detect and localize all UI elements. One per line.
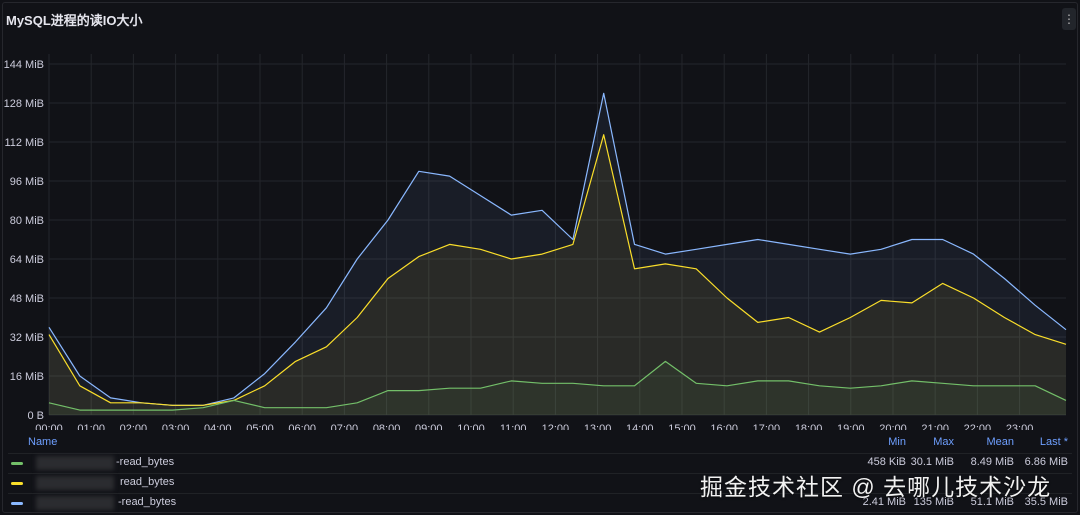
x-tick-label: 23:00 [1006,423,1034,430]
legend-header-last[interactable]: Last * [1039,436,1068,448]
y-tick-label: 16 MiB [10,371,44,383]
x-tick-label: 13:00 [584,423,612,430]
x-tick-label: 16:00 [710,423,738,430]
series-line [48,360,1067,411]
legend-min: 458 KiB [867,456,906,468]
x-tick-label: 22:00 [964,423,992,430]
x-tick-label: 12:00 [542,423,570,430]
x-tick-label: 18:00 [795,423,823,430]
x-tick-label: 08:00 [373,423,401,430]
legend-max: 135 MiB [913,496,954,508]
legend-header-min[interactable]: Min [888,436,906,448]
x-tick-label: 11:00 [500,423,527,430]
panel-menu-icon[interactable]: ⋮ [1062,8,1076,30]
legend-header-max[interactable]: Max [933,436,954,448]
legend-series-label: -read_bytes [118,496,177,508]
legend-max: 30.1 MiB [910,456,954,468]
legend-swatch-green [11,462,23,465]
y-tick-label: 144 MiB [4,59,44,71]
series-area [49,134,1066,415]
x-tick-label: 19:00 [837,423,865,430]
x-tick-label: 01:00 [77,423,105,430]
legend-row[interactable]: -read_bytes 2.41 MiB 135 MiB 51.1 MiB 35… [8,493,1072,513]
series-area [49,93,1066,416]
y-tick-label: 0 B [27,410,44,422]
legend-series-label: -read_bytes [116,456,175,468]
legend-series-label: read_bytes [120,476,175,488]
y-tick-label: 96 MiB [10,176,44,188]
x-tick-label: 17:00 [753,423,781,430]
x-tick-label: 06:00 [288,423,316,430]
legend-min: 2.41 MiB [862,496,906,508]
y-tick-label: 48 MiB [10,293,44,305]
x-tick-label: 21:00 [921,423,949,430]
legend-swatch-yellow [11,482,23,485]
series-line [48,92,1067,406]
series-area [49,361,1066,415]
legend-table: Name Min Max Mean Last * -read_bytes 458… [8,434,1072,513]
legend-last: 35.5 MiB [1024,496,1068,508]
legend-header-row: Name Min Max Mean Last * [8,434,1072,453]
x-tick-label: 04:00 [204,423,232,430]
x-tick-label: 03:00 [162,423,190,430]
x-tick-label: 07:00 [331,423,359,430]
watermark-text: 掘金技术社区 @ 去哪儿技术沙龙 [700,474,1052,500]
x-tick-label: 14:00 [626,423,654,430]
x-tick-label: 20:00 [879,423,907,430]
x-tick-label: 09:00 [415,423,443,430]
redacted-name [36,496,114,510]
line-chart: 0 B 16 MiB 32 MiB 48 MiB 64 MiB 80 MiB 96 MiB 1… [4,54,1067,430]
x-tick-label: 10:00 [457,423,485,430]
legend-mean: 8.49 MiB [970,456,1014,468]
y-tick-label: 32 MiB [10,332,44,344]
y-tick-label: 128 MiB [4,98,44,110]
legend-header-name[interactable]: Name [28,436,58,448]
y-tick-label: 80 MiB [10,215,44,227]
redacted-name [36,476,114,490]
series-line [48,134,1067,406]
x-tick-label: 15:00 [668,423,696,430]
panel-title: MySQL进程的读IO大小 [6,13,143,28]
x-tick-label: 00:00 [35,423,63,430]
redacted-name [36,456,114,470]
y-tick-label: 112 MiB [4,137,44,149]
x-tick-label: 05:00 [246,423,274,430]
x-tick-label: 02:00 [120,423,148,430]
legend-swatch-blue [11,502,23,505]
legend-header-mean[interactable]: Mean [986,436,1014,448]
y-tick-label: 64 MiB [10,254,44,266]
legend-last: 6.86 MiB [1024,456,1068,468]
legend-mean: 51.1 MiB [970,496,1014,508]
legend-row[interactable]: -read_bytes 458 KiB 30.1 MiB 8.49 MiB 6.… [8,453,1072,473]
legend-row[interactable]: read_bytes [8,473,1072,493]
